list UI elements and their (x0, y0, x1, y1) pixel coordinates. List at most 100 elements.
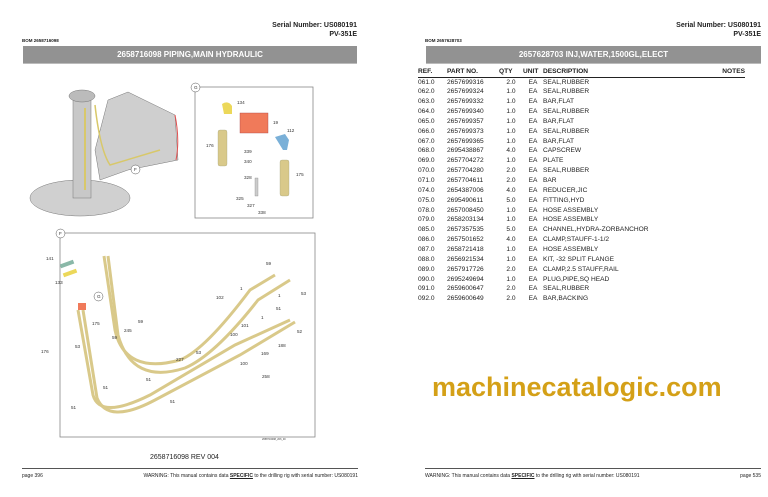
table-row: 078.0 2657008450 1.0 EA HOSE ASSEMBLY (418, 205, 745, 215)
cell-description: CAPSCREW (543, 147, 582, 155)
diagram-code: 2658716098_206_00 (262, 438, 286, 441)
cell-part-no: 2657699357 (447, 117, 484, 125)
cell-description: REDUCER,JIC (543, 186, 588, 194)
table-row: 090.0 2695249694 1.0 EA PLUG,PIPE,SQ HEAD (418, 274, 745, 284)
cell-notes (709, 245, 745, 255)
callout-label: 112 (287, 128, 295, 133)
col-unit: UNIT (523, 67, 543, 78)
cell-description: CLAMP,2.5 STAUFF,RAIL (543, 265, 619, 273)
callout-label: 102 (216, 295, 224, 300)
cell-qty: 1.0 (506, 275, 516, 283)
detail-f-parts (59, 259, 86, 310)
cell-description: SEAL,RUBBER (543, 167, 590, 175)
cell-ref: 069.0 (418, 157, 435, 165)
warning-left: WARNING: This manual contains data SPECI… (143, 473, 358, 479)
page-number-left: page 396 (22, 473, 43, 479)
cell-notes (709, 116, 745, 126)
callout-label: 53 (75, 344, 81, 349)
cell-ref: 068.0 (418, 147, 435, 155)
callout-label: 339 (244, 149, 252, 154)
cell-unit: EA (528, 78, 538, 86)
cell-unit: EA (528, 226, 538, 234)
cell-description: BAR,FLAT (543, 98, 575, 106)
cell-ref: 064.0 (418, 108, 435, 115)
callout-label: 325 (236, 196, 244, 201)
table-row: 061.0 2657699316 2.0 EA SEAL,RUBBER (418, 77, 745, 87)
cell-part-no: 2659600647 (447, 285, 484, 293)
cell-notes (709, 166, 745, 176)
callout-label: 51 (170, 399, 176, 404)
callout-label: 1 (261, 315, 264, 320)
cell-ref: 061.0 (418, 78, 435, 86)
cell-notes (709, 235, 745, 245)
cell-ref: 071.0 (418, 177, 435, 185)
cell-unit: EA (528, 275, 538, 283)
cell-qty: 1.0 (506, 88, 516, 96)
callout-label: 19 (273, 120, 279, 125)
callout-label: 141 (46, 256, 54, 261)
view-marker-circle (130, 164, 141, 175)
view-marker: G (97, 294, 101, 299)
cell-notes (709, 156, 745, 166)
cell-description: KIT, -32 SPLIT FLANGE (543, 255, 614, 263)
cell-description: SEAL,RUBBER (543, 285, 590, 293)
cell-ref: 089.0 (418, 265, 435, 273)
cell-qty: 1.0 (506, 157, 516, 165)
cell-description: BAR (543, 177, 557, 185)
table-row: 067.0 2657699365 1.0 EA BAR,FLAT (418, 136, 745, 146)
callout-label: 100 (230, 332, 238, 337)
callout-label: 100 (240, 361, 248, 366)
cell-notes (709, 254, 745, 264)
cell-part-no: 2657699373 (447, 127, 484, 135)
cell-ref: 074.0 (418, 186, 435, 194)
view-marker: F (134, 167, 137, 172)
cell-unit: EA (528, 177, 538, 185)
cell-unit: EA (528, 98, 538, 106)
warning-right: WARNING: This manual contains data SPECI… (425, 473, 640, 479)
table-row: 065.0 2657699357 1.0 EA BAR,FLAT (418, 116, 745, 126)
col-qty: QTY (499, 67, 523, 78)
table-row: 088.0 2656921534 1.0 EA KIT, -32 SPLIT FLANG… (418, 254, 745, 264)
cell-unit: EA (528, 167, 538, 175)
table-row: 071.0 2657704611 2.0 EA BAR (418, 176, 745, 186)
table-row: 086.0 2657501652 4.0 EA CLAMP,STAUFF-1-1/2 (418, 235, 745, 245)
cell-ref: 065.0 (418, 117, 435, 125)
detail-view-f-frame (59, 232, 316, 438)
col-description: DESCRIPTION (543, 67, 710, 78)
cell-unit: EA (528, 147, 538, 155)
view-marker-circle (55, 228, 66, 239)
cell-part-no: 2695249694 (447, 275, 484, 283)
cell-ref: 085.0 (418, 226, 435, 234)
cell-qty: 2.0 (506, 285, 516, 293)
mast-illustration (29, 89, 179, 217)
cell-ref: 087.0 (418, 246, 435, 254)
cell-qty: 1.0 (506, 98, 516, 106)
callout-label: 134 (237, 100, 245, 105)
cell-notes (709, 294, 745, 304)
cell-unit: EA (528, 206, 538, 214)
cell-ref: 062.0 (418, 88, 435, 96)
cell-unit: EA (528, 236, 538, 244)
bom-label-right: BOM 2657628703 (425, 38, 462, 43)
view-marker-circle (190, 82, 201, 93)
cell-notes (709, 87, 745, 97)
cell-qty: 1.0 (506, 137, 516, 145)
table-row: 066.0 2657699373 1.0 EA SEAL,RUBBER (418, 126, 745, 136)
cell-part-no: 2695438867 (447, 147, 484, 155)
cell-description: BAR,FLAT (543, 137, 575, 145)
cell-part-no: 2657501652 (447, 236, 484, 244)
callout-label: 1 (240, 286, 243, 291)
table-row: 085.0 2657357535 5.0 EA CHANNEL,HYDRA-ZORBAN… (418, 225, 745, 235)
cell-notes (709, 176, 745, 186)
cell-ref: 091.0 (418, 285, 435, 293)
cell-qty: 1.0 (506, 216, 516, 224)
cell-notes (709, 284, 745, 294)
cell-unit: EA (528, 157, 538, 165)
cell-notes (709, 136, 745, 146)
cell-unit: EA (528, 196, 538, 204)
cell-ref: 088.0 (418, 255, 435, 263)
cell-qty: 2.0 (506, 78, 516, 86)
callout-label: 258 (262, 374, 270, 379)
cell-part-no: 2695490611 (447, 196, 484, 204)
callout-label: 101 (241, 323, 249, 328)
